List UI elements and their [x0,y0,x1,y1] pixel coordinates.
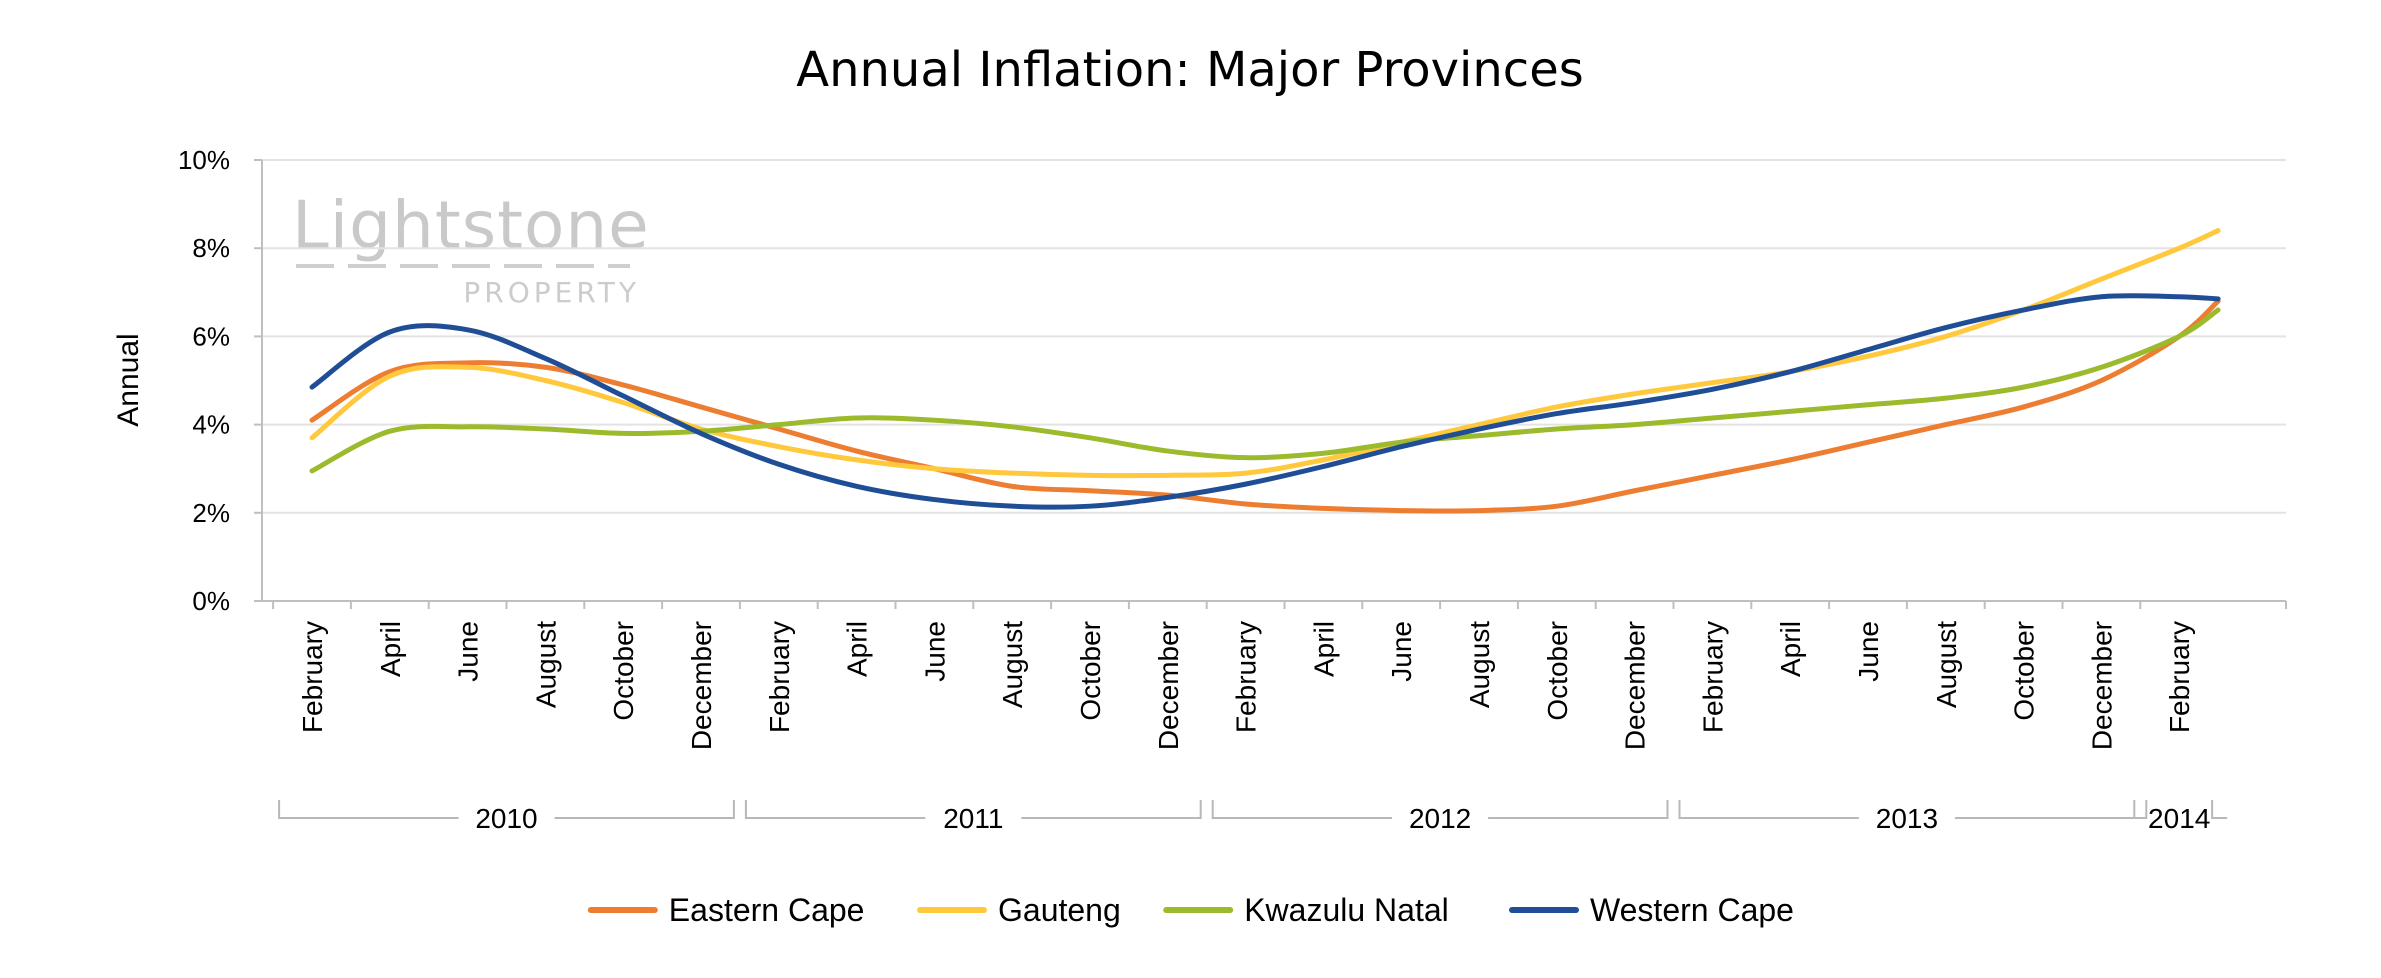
y-tick-label: 0% [192,586,230,616]
x-tick-label: February [2164,621,2195,733]
x-tick-label: December [1620,621,1651,750]
series-line-gauteng [309,228,2221,479]
x-tick-label: February [764,621,795,733]
y-tick-label: 2% [192,498,230,528]
y-tick-label: 10% [178,145,230,175]
x-tick-label: June [1853,621,1884,682]
axes [254,159,2287,609]
series-lines [309,228,2221,514]
x-tick-label: August [997,621,1028,708]
x-tick-label: August [1464,621,1495,708]
year-label: 2012 [1409,803,1471,834]
y-tick-label: 4% [192,410,230,440]
x-tick-label: December [686,621,717,750]
y-axis-label: Annual [112,333,145,426]
year-label: 2011 [943,803,1003,834]
x-tick-label: October [1075,621,1106,721]
x-tick-label: December [2086,621,2117,750]
legend-item: Western Cape [1509,892,1794,928]
legend-item: Eastern Cape [587,892,865,928]
x-tick-label: June [919,621,950,682]
y-tick-label: 6% [192,321,230,351]
year-label: 2013 [1876,803,1938,834]
year-bracket [1211,800,1669,819]
x-tick-label: February [1697,621,1728,733]
x-tick-label: June [453,621,484,682]
year-groups: 2010 2011 2012 2013 2014 [278,800,2228,834]
legend-item: Kwazulu Natal [1163,892,1449,928]
series-line-eastern-cape [309,298,2221,514]
legend: Eastern Cape Gauteng Kwazulu Natal Western … [587,892,1794,928]
series-line-western-cape [309,293,2221,510]
legend-label: Eastern Cape [669,892,865,928]
legend-item: Gauteng [917,892,1121,928]
year-label: 2010 [475,803,537,834]
x-tick-label: October [1542,621,1573,721]
x-tick-label: April [1308,621,1339,677]
series-line-kwazulu-natal [309,307,2221,474]
x-tick-label: April [375,621,406,677]
x-tick-label: June [1386,621,1417,682]
chart-title: Annual Inflation: Major Provinces [796,42,1583,98]
year-bracket [278,800,735,819]
x-tick-label: October [2009,621,2040,721]
x-axis-ticks: February April June August October December Fe… [297,621,2195,750]
watermark-brand: Lightstone [292,187,650,264]
x-tick-label: April [842,621,873,677]
watermark-logo: Lightstone PROPERTY [292,187,650,309]
year-bracket [744,800,1202,819]
y-tick-label: 8% [192,233,230,263]
legend-label: Kwazulu Natal [1244,892,1449,928]
x-tick-label: February [1231,621,1262,733]
legend-label: Western Cape [1590,892,1794,928]
legend-label: Gauteng [998,892,1121,928]
year-bracket [2131,800,2228,819]
x-tick-label: August [1931,621,1962,708]
year-label: 2014 [2148,803,2210,834]
y-axis-ticks: 0% 2% 4% 6% 8% 10% [178,145,230,616]
x-tick-label: February [297,621,328,733]
x-tick-label: August [530,621,561,708]
x-tick-label: April [1775,621,1806,677]
watermark-sub: PROPERTY [463,276,640,309]
x-tick-label: December [1153,621,1184,750]
x-tick-label: October [608,621,639,721]
